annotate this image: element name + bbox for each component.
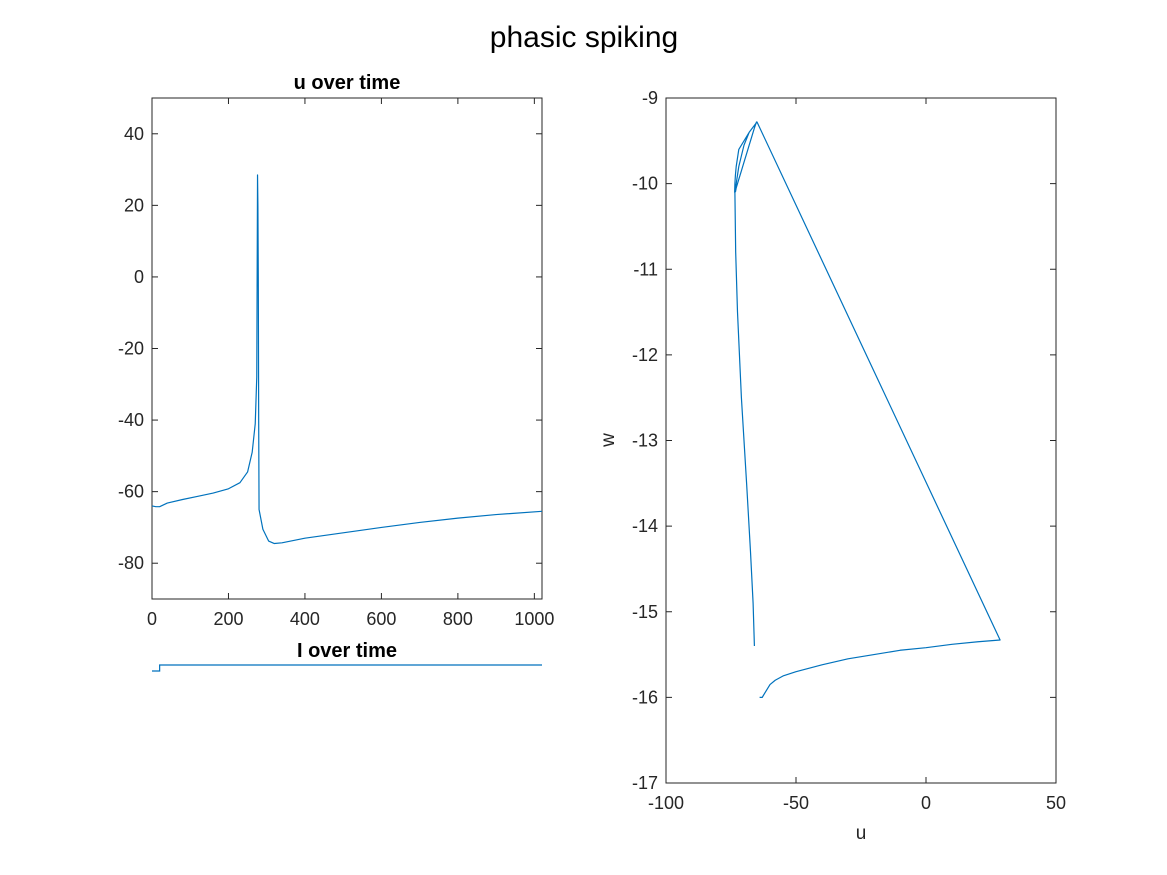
u-over-time-ytick-label: 40 [124,124,144,144]
u-over-time-axes-box [151,97,543,600]
phase-plane-xtick-label: 0 [921,793,931,813]
u-over-time-xtick-label: 600 [366,609,396,629]
phase-plane-ytick-label: -13 [632,431,658,451]
phase-plane-panel: -100 -50 0 50 -17 -16 -15 -14 -13 -12 -11 -10 -9 u w [598,88,1066,844]
u-over-time-xtick-label: 800 [443,609,473,629]
u-over-time-ticks: 0 200 400 600 800 1000 -80 -60 -40 -20 0 20 40 [118,98,554,629]
u-over-time-xtick-label: 400 [290,609,320,629]
i-over-time-panel: I over time [152,640,542,672]
phase-plane-ytick-label: -9 [642,88,658,108]
u-over-time-title: u over time [294,72,401,94]
phase-plane-ytick-label: -14 [632,516,658,536]
u-over-time-xtick-label: 1000 [514,609,554,629]
phase-plane-x-label: u [856,823,867,844]
phase-plane-ticks: -100 -50 0 50 -17 -16 -15 -14 -13 -12 -11 -10 -9 [632,88,1066,813]
phase-plane-ytick-label: -15 [632,602,658,622]
phase-plane-ytick-label: -17 [632,773,658,793]
figure-title: phasic spiking [490,21,678,54]
phase-plane-ytick-label: -16 [632,687,658,707]
u-over-time-line [151,174,543,545]
phase-plane-xtick-label: -50 [783,793,809,813]
u-over-time-ytick-label: -40 [118,410,144,430]
u-over-time-xtick-label: 200 [213,609,243,629]
i-over-time-title: I over time [297,640,397,662]
u-over-time-ytick-label: -20 [118,339,144,359]
phase-plane-ytick-label: -12 [632,345,658,365]
u-over-time-ytick-label: 0 [134,267,144,287]
phase-plane-xtick-label: -100 [648,793,684,813]
u-over-time-panel: u over time 0 200 400 600 800 1000-80-60-40-2… [118,72,554,629]
phase-plane-xtick-label: 50 [1046,793,1066,813]
u-over-time-ytick-label: -80 [118,553,144,573]
phase-plane-recovery-trajectory [734,192,755,647]
phase-plane-ytick-label: -11 [633,259,658,279]
phase-plane-axes-box [665,97,1057,784]
phase-plane-ytick-label: -10 [632,174,658,194]
u-over-time-ytick-label: 20 [124,195,144,215]
u-over-time-xtick-label: 0 [147,609,157,629]
phase-plane-y-label: w [598,433,619,448]
i-over-time-line [152,664,542,672]
u-over-time-ytick-label: -60 [118,482,144,502]
phase-plane-trajectory [734,121,1001,698]
